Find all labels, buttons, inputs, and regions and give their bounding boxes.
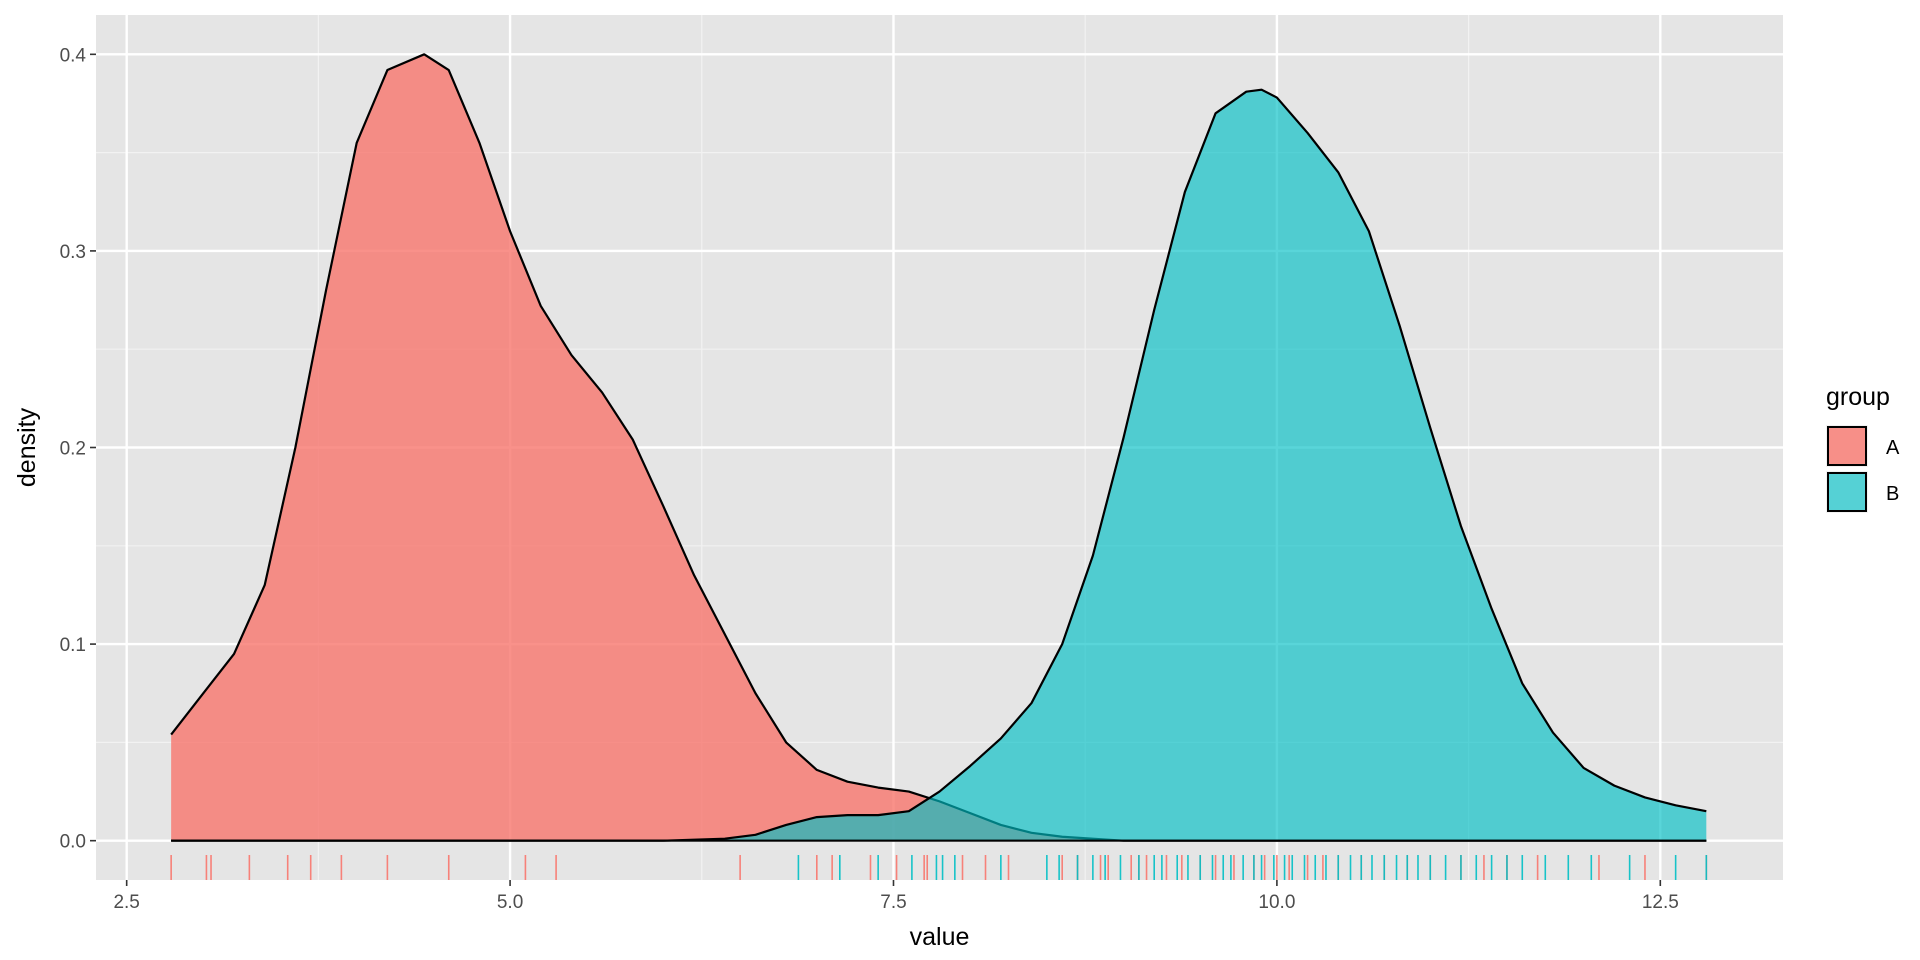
density-area-B — [171, 89, 1707, 841]
x-tick-label: 5.0 — [497, 892, 523, 913]
y-tick-label: 0.1 — [60, 635, 86, 656]
x-tick-label: 10.0 — [1258, 892, 1295, 913]
y-tick-label: 0.2 — [60, 439, 86, 460]
x-axis-title: value — [910, 923, 970, 951]
legend-label-A: A — [1886, 437, 1900, 459]
y-tick-label: 0.4 — [60, 45, 87, 66]
x-tick-label: 12.5 — [1642, 892, 1679, 913]
legend-item-B: B — [1826, 471, 1899, 513]
legend-title: group — [1826, 383, 1890, 411]
legend-label-B: B — [1886, 483, 1899, 505]
density-line-B — [171, 88, 1707, 842]
legend-swatch-B — [1827, 472, 1867, 512]
legend-item-A: A — [1826, 425, 1900, 467]
rug-marks — [170, 855, 1708, 880]
y-tick-label: 0.0 — [60, 832, 86, 853]
legend: group A B — [1826, 383, 1900, 513]
y-tick-label: 0.3 — [60, 242, 86, 263]
x-tick-label: 2.5 — [113, 892, 139, 913]
x-axis: 2.5 5.0 7.5 10.0 12.5 — [113, 880, 1679, 913]
y-axis: 0.0 0.1 0.2 0.3 0.4 — [60, 45, 96, 853]
density-area-A — [171, 54, 1707, 841]
density-areas — [170, 53, 1707, 842]
x-tick-label: 7.5 — [880, 892, 906, 913]
y-axis-title: density — [13, 407, 41, 487]
legend-swatch-A — [1827, 426, 1867, 466]
